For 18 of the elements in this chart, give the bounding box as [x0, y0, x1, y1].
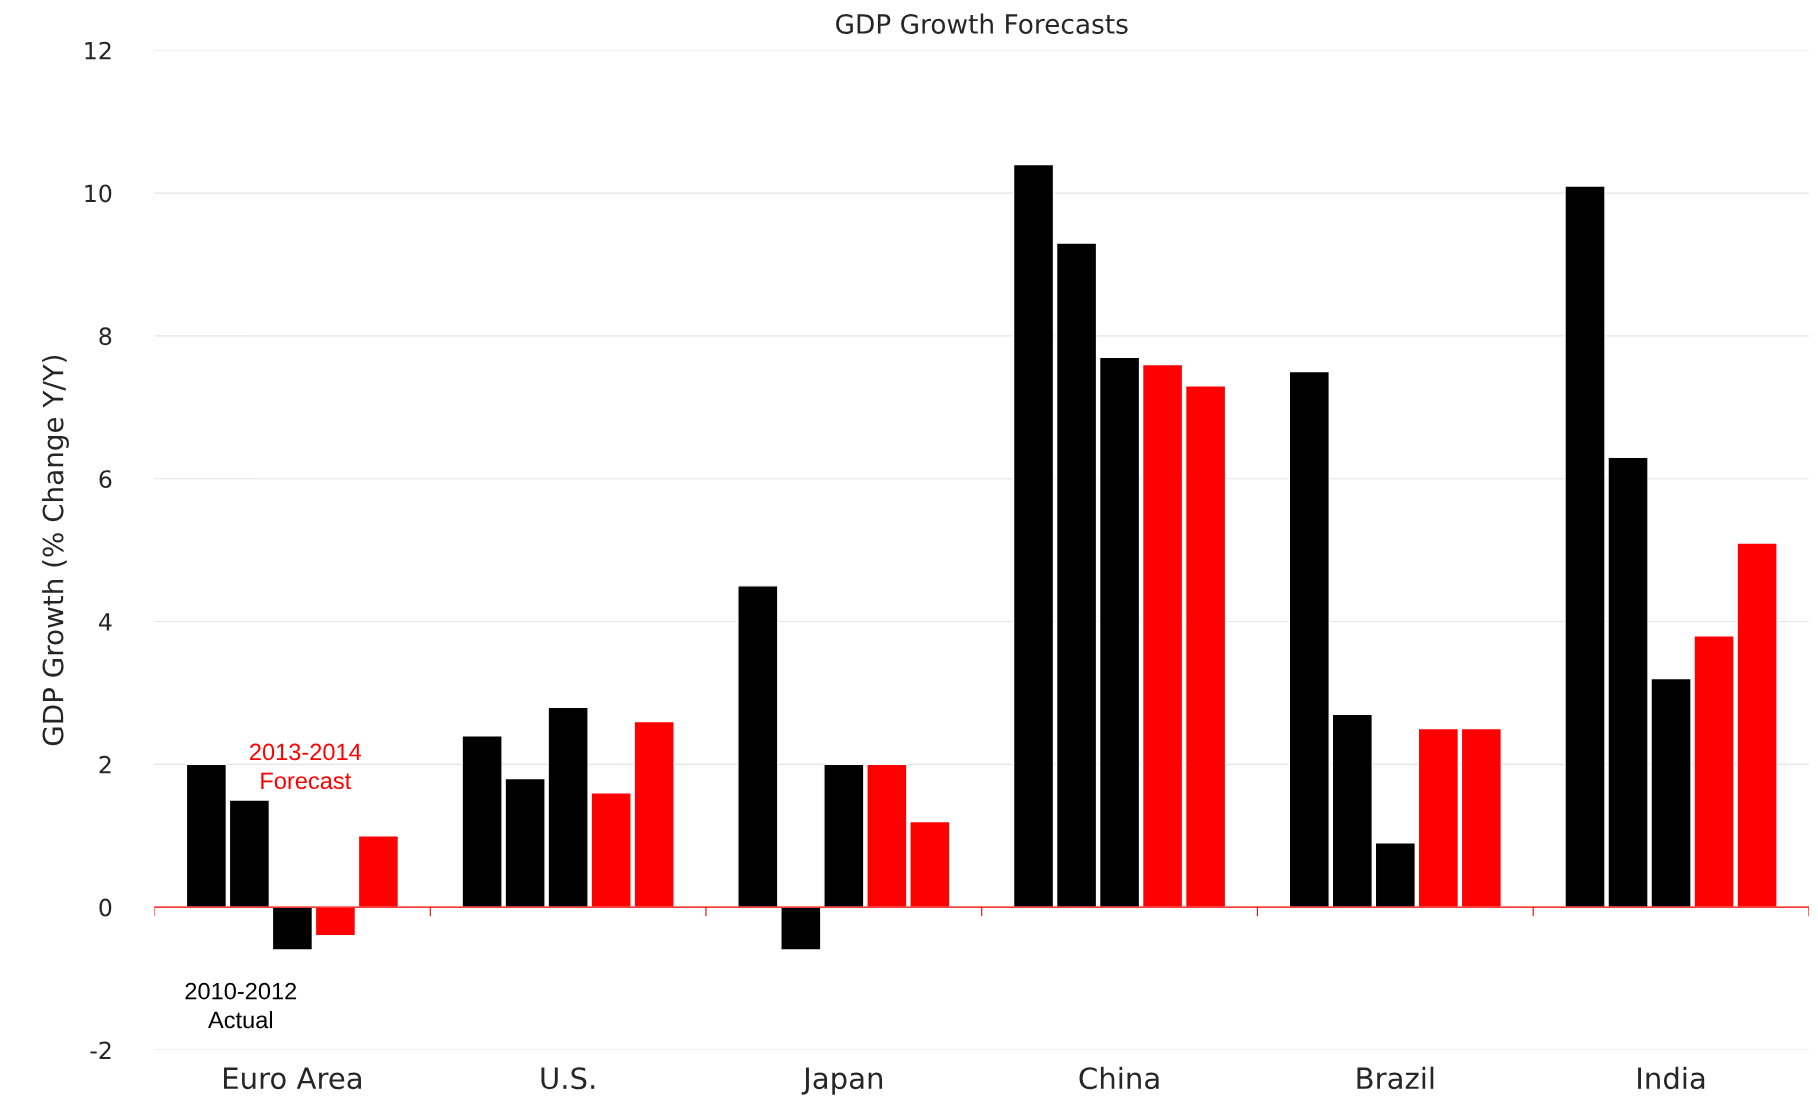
y-tick-label: 10: [85, 184, 112, 203]
y-axis-title: GDP Growth (% Change Y/Y): [42, 355, 69, 746]
x-tick-label: Brazil: [1357, 1066, 1434, 1090]
y-tick-label: 8: [99, 327, 112, 346]
y-tick-label: 4: [99, 613, 112, 631]
x-tick-label: Japan: [801, 1067, 883, 1095]
x-tick-label: U.S.: [541, 1067, 595, 1090]
annotation: 2010-2012 Actual: [185, 982, 297, 1029]
x-tick-label: China: [1079, 1066, 1159, 1090]
y-tick-label: -2: [90, 1041, 111, 1059]
y-tick-label: 0: [99, 898, 112, 917]
chart-title: GDP Growth Forecasts: [836, 13, 1128, 34]
y-tick-label: 6: [99, 470, 112, 489]
x-tick-label: India: [1638, 1066, 1705, 1090]
annotation: 2013-2014 Forecast: [250, 743, 362, 790]
y-tick-label: 2: [99, 755, 111, 774]
x-tick-label: Euro Area: [224, 1067, 361, 1090]
y-tick-label: 12: [85, 41, 111, 60]
